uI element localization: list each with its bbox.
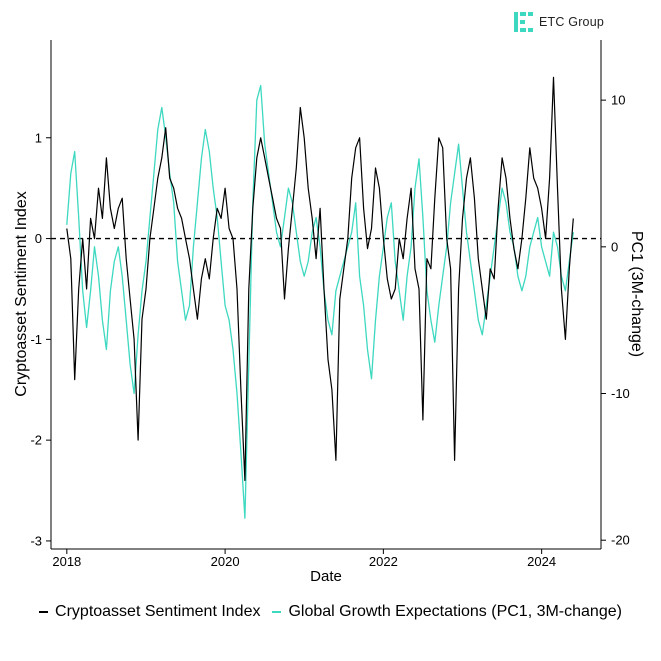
y-right-tick-label: -10 [611, 386, 630, 401]
x-tick-label: 2024 [527, 554, 556, 569]
y2-axis-title: PC1 (3M-change) [628, 231, 645, 357]
x-axis-title: Date [310, 568, 342, 585]
brand-name: ETC Group [539, 15, 605, 29]
sentiment-index-line [66, 76, 574, 482]
y-axis-title: Cryptoasset Sentiment Index [13, 191, 30, 396]
legend-label-sentiment: Cryptoasset Sentiment Index [55, 603, 261, 620]
x-tick-label: 2022 [369, 554, 398, 569]
y-left-tick-label: -3 [30, 533, 42, 548]
y-left-ticks: -3 -2 -1 0 1 [30, 130, 51, 548]
y-right-tick-label: 10 [611, 93, 625, 108]
legend-key-growth [272, 611, 282, 613]
y-left-tick-label: 0 [35, 231, 42, 246]
growth-expectations-line [66, 84, 574, 519]
etc-logo-icon [514, 12, 533, 32]
x-ticks: 2018 2020 2022 2024 [52, 549, 556, 569]
chart-legend: Cryptoasset Sentiment Index Global Growt… [0, 603, 661, 621]
x-tick-label: 2020 [211, 554, 240, 569]
legend-key-sentiment [39, 611, 49, 613]
y-left-tick-label: -1 [30, 332, 42, 347]
y-right-ticks: -20 -10 0 10 [601, 93, 630, 548]
x-tick-label: 2018 [52, 554, 81, 569]
legend-item-growth: Global Growth Expectations (PC1, 3M-chan… [272, 603, 622, 621]
y-left-tick-label: 1 [35, 130, 42, 145]
y-right-tick-label: -20 [611, 533, 630, 548]
legend-item-sentiment: Cryptoasset Sentiment Index [39, 603, 260, 621]
y-right-tick-label: 0 [611, 239, 618, 254]
legend-label-growth: Global Growth Expectations (PC1, 3M-chan… [288, 603, 622, 620]
y-left-tick-label: -2 [30, 433, 42, 448]
brand-logo: ETC Group [514, 12, 604, 32]
